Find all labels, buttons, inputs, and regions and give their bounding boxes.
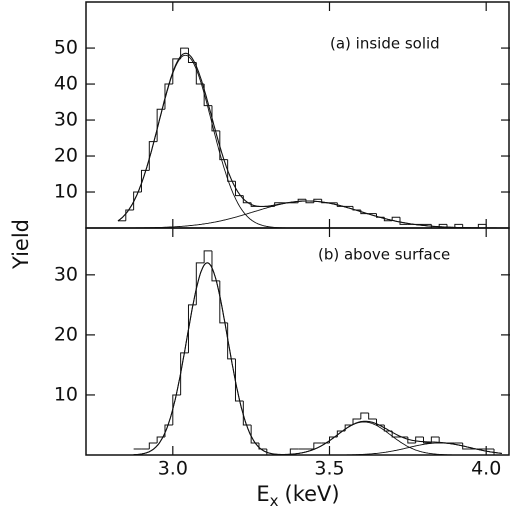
histogram-bin — [368, 412, 377, 420]
histogram-bin — [242, 400, 252, 426]
histogram-bin — [352, 418, 361, 425]
y-tick-label: 20 — [54, 323, 78, 345]
histogram-bin — [172, 58, 181, 85]
histogram-bin — [148, 141, 158, 171]
histogram-bin — [360, 412, 369, 419]
x-tick-label: 3.5 — [314, 458, 344, 480]
histogram-bin — [493, 448, 502, 455]
histogram-bin — [187, 304, 197, 353]
histogram-bin — [462, 224, 471, 228]
histogram-bin — [430, 224, 440, 228]
plot-frame — [85, 1, 510, 229]
histogram-bin — [446, 224, 455, 228]
y-tick-label: 40 — [54, 73, 78, 95]
fit-sum — [117, 52, 502, 228]
histogram-bin — [203, 250, 212, 263]
plot-frame — [85, 227, 510, 456]
histogram-bin — [258, 442, 267, 450]
y-tick-label: 30 — [54, 263, 78, 285]
y-tick-label: 10 — [54, 181, 78, 203]
histogram-bin — [266, 448, 275, 455]
histogram-bin — [164, 83, 173, 110]
fit-component — [133, 442, 502, 455]
histogram-bin — [250, 424, 259, 444]
histogram-bin — [234, 358, 244, 402]
y-tick-label: 50 — [54, 37, 78, 59]
x-label-sub: x — [270, 492, 279, 510]
y-tick-label: 20 — [54, 145, 78, 167]
panel-label: (a) inside solid — [330, 35, 440, 53]
histogram-bin — [477, 223, 487, 228]
histogram-bin — [180, 352, 189, 395]
histogram-bin — [180, 47, 189, 59]
fit-component — [117, 54, 502, 228]
x-label-main: E — [256, 482, 269, 506]
y-axis-label: Yield — [9, 219, 33, 270]
fit-component — [133, 262, 502, 455]
histogram-bin — [219, 130, 228, 161]
fit-component — [133, 421, 502, 455]
y-tick-label: 30 — [54, 109, 78, 131]
plot-area — [117, 47, 502, 228]
histogram-bin — [454, 223, 463, 228]
y-tick-label: 10 — [54, 383, 78, 405]
histogram-bin — [148, 442, 158, 449]
histogram-bin — [423, 436, 432, 444]
histogram-bin — [305, 199, 314, 204]
fit-sum — [133, 262, 502, 455]
histogram-bin — [187, 48, 197, 63]
plot-area — [133, 250, 502, 455]
histogram-bin — [430, 436, 440, 443]
histogram-bin — [352, 206, 361, 211]
histogram-bin — [211, 250, 220, 282]
x-axis-label: Ex (keV) — [256, 482, 339, 510]
histogram-bin — [391, 430, 401, 438]
histogram-bin — [227, 322, 236, 360]
histogram-bin — [391, 216, 401, 221]
histogram-bin — [125, 209, 134, 221]
histogram-bin — [399, 217, 408, 225]
histogram-bin — [227, 159, 236, 182]
histogram-bin — [313, 442, 322, 449]
panel-label: (b) above surface — [318, 246, 450, 264]
histogram-bin — [289, 448, 299, 455]
histogram-bin — [133, 191, 142, 211]
x-tick-label: 4.0 — [471, 458, 501, 480]
histogram-bin — [462, 442, 471, 450]
histogram-bin — [172, 394, 181, 425]
x-label-rest: (keV) — [285, 482, 340, 506]
x-tick-label: 3.0 — [158, 458, 188, 480]
histogram-bin — [211, 105, 220, 132]
